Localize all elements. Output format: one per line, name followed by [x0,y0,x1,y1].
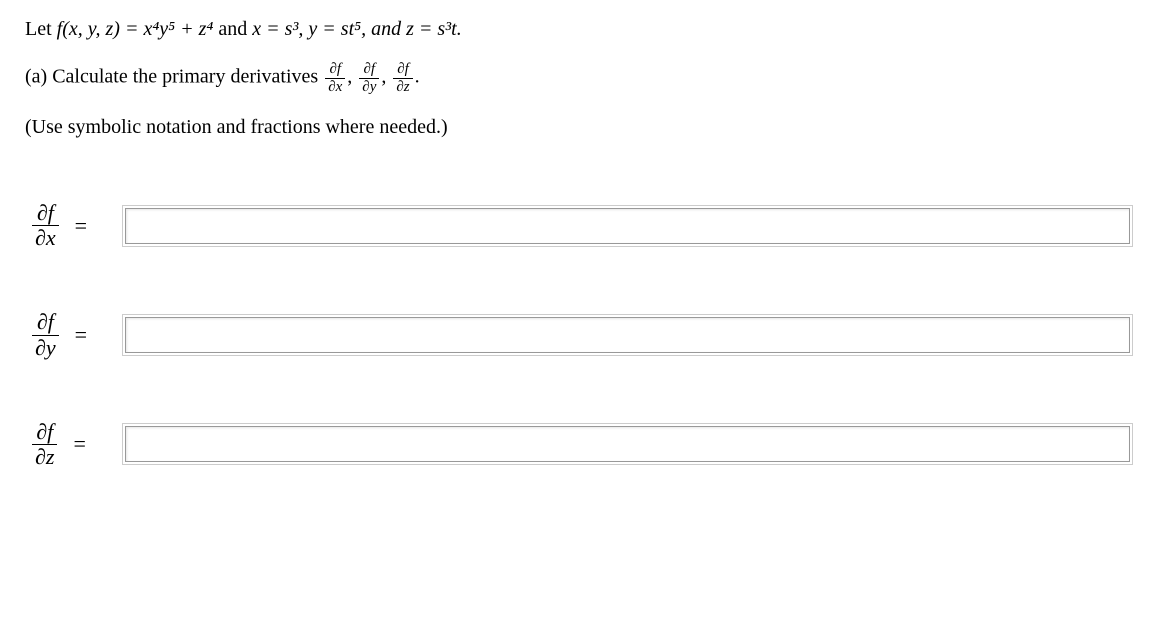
answer-input-dy[interactable] [125,317,1130,353]
and-text-1: and [213,18,252,40]
answer-row-dx: ∂f ∂x = [25,201,1130,250]
comma-2: , [381,66,391,88]
partial-fz-fraction: ∂f∂z [393,61,412,95]
answer-input-dz[interactable] [125,426,1130,462]
dfdy-fraction: ∂f ∂y [32,310,59,359]
answer-row-dy: ∂f ∂y = [25,310,1130,359]
function-definition: f(x, y, z) = x⁴y⁵ + z⁴ [57,18,214,40]
dfdz-fraction: ∂f ∂z [32,420,57,469]
equals-3: = [73,431,85,457]
dfdx-fraction: ∂f ∂x [32,201,59,250]
partial-fx-fraction: ∂f∂x [325,61,345,95]
part-a-text: (a) Calculate the primary derivatives [25,66,323,88]
let-text: Let [25,18,57,40]
equals-2: = [75,322,87,348]
answer-label-dy: ∂f ∂y = [30,310,125,359]
period: . [415,66,420,88]
equals-1: = [75,213,87,239]
y-definition: y = st⁵, [303,18,366,40]
answer-label-dz: ∂f ∂z = [30,420,125,469]
problem-statement: Let f(x, y, z) = x⁴y⁵ + z⁴ and x = s³, y… [25,15,1130,43]
comma-1: , [347,66,357,88]
answer-label-dx: ∂f ∂x = [30,201,125,250]
answer-input-dx[interactable] [125,208,1130,244]
partial-fy-fraction: ∂f∂y [359,61,379,95]
z-definition: and z = s³t. [366,18,462,40]
x-definition: x = s³, [252,18,303,40]
instruction-line: (Use symbolic notation and fractions whe… [25,113,1130,141]
answer-row-dz: ∂f ∂z = [25,420,1130,469]
part-a-line: (a) Calculate the primary derivatives ∂f… [25,61,1130,95]
